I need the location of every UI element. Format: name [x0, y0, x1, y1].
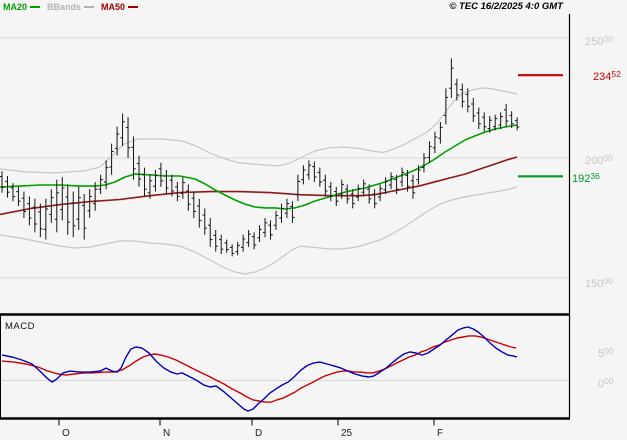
- bollinger-bands: [0, 87, 518, 275]
- legend-item-bbands: BBands: [47, 1, 95, 13]
- legend-item-ma20: MA20: [3, 1, 41, 13]
- price-gridlines: [0, 37, 570, 279]
- axes: [0, 14, 571, 420]
- chart-legend: MA20 BBands MA50: [3, 1, 145, 13]
- price-level-markers: 23452 19236: [518, 69, 621, 185]
- svg-text:500: 500: [598, 346, 614, 360]
- month-label: N: [163, 428, 170, 439]
- svg-text:15000: 15000: [585, 276, 613, 290]
- svg-text:20000: 20000: [585, 153, 613, 167]
- svg-text:25000: 25000: [585, 34, 613, 48]
- ma50-line: [0, 156, 518, 216]
- month-label: D: [255, 428, 262, 439]
- legend-dash-ma20: [30, 6, 41, 8]
- svg-text:000: 000: [598, 376, 614, 390]
- legend-item-ma50: MA50: [101, 1, 139, 13]
- copyright-text: © TEC 16/2/2025 4:0 GMT: [449, 1, 563, 12]
- svg-text:19236: 19236: [572, 171, 600, 185]
- legend-dash-ma50: [128, 6, 139, 8]
- macd-series: [1, 326, 518, 412]
- legend-label-ma50: MA50: [101, 2, 126, 12]
- ma20-line: [0, 124, 518, 210]
- legend-label-ma20: MA20: [3, 2, 28, 12]
- month-label: 25: [341, 428, 353, 439]
- month-label: O: [62, 428, 70, 439]
- candlestick-series: [0, 58, 520, 257]
- month-label: F: [437, 428, 443, 439]
- legend-dash-bbands: [84, 6, 95, 8]
- svg-text:23452: 23452: [593, 69, 621, 83]
- y-scale-labels: 25000 20000 15000 500 000: [585, 34, 614, 390]
- legend-label-bbands: BBands: [47, 2, 82, 12]
- macd-panel-label: MACD: [5, 321, 35, 332]
- x-axis-ticks: O N D 25 F: [58, 418, 443, 439]
